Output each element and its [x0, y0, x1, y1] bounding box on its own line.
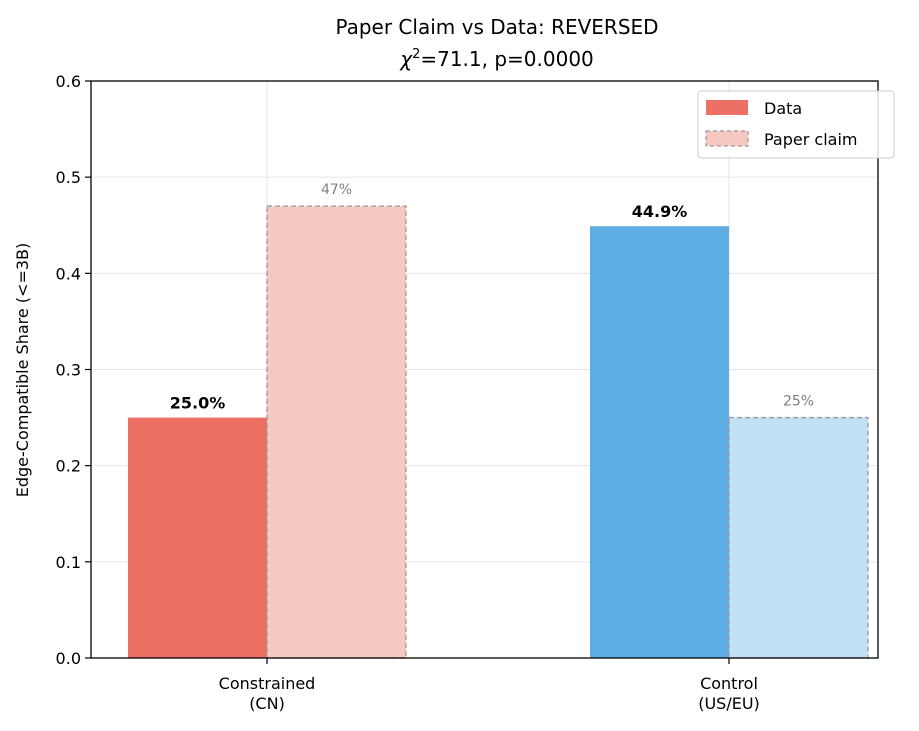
legend-label-data: Data [764, 99, 802, 118]
y-axis-label: Edge-Compatible Share (<=3B) [13, 243, 32, 498]
y-axis-ticks: 0.0 0.1 0.2 0.3 0.4 0.5 0.6 [56, 72, 91, 668]
value-labels: 25.0% 44.9% 47% 25% [170, 182, 814, 413]
y-tick-label: 0.5 [56, 168, 81, 187]
data-bar-0 [128, 417, 267, 658]
data-bar-1 [590, 226, 729, 658]
bars [128, 205, 869, 659]
chart-subtitle: χ2=71.1, p=0.0000 [399, 47, 594, 71]
legend: Data Paper claim [697, 90, 895, 159]
y-tick-label: 0.6 [56, 72, 81, 91]
data-value-label-0: 25.0% [170, 394, 226, 413]
legend-swatch-paper-claim [705, 130, 749, 147]
x-tick-label: Control [700, 674, 758, 693]
paper-claim-value-label-1: 25% [783, 394, 814, 410]
y-tick-label: 0.0 [56, 649, 81, 668]
y-tick-label: 0.4 [56, 264, 81, 283]
chi-symbol: χ [399, 47, 413, 71]
x-axis-ticks: Constrained(CN) Control(US/EU) [219, 658, 760, 713]
x-tick-label: (US/EU) [698, 694, 760, 713]
data-value-label-1: 44.9% [632, 202, 688, 221]
paper-claim-bar-0 [266, 205, 407, 659]
y-tick-label: 0.3 [56, 361, 81, 380]
legend-swatch-data [706, 100, 748, 115]
paper-claim-value-label-0: 47% [321, 182, 352, 198]
legend-label-paper-claim: Paper claim [764, 130, 857, 149]
y-tick-label: 0.2 [56, 457, 81, 476]
chi-stats: =71.1, p=0.0000 [420, 47, 593, 71]
x-tick-label: (CN) [249, 694, 285, 713]
chi-superscript: 2 [412, 47, 420, 62]
y-tick-label: 0.1 [56, 553, 81, 572]
chart-title: Paper Claim vs Data: REVERSED [335, 15, 658, 39]
paper-claim-bar-1 [728, 416, 869, 659]
x-tick-label: Constrained [219, 674, 316, 693]
